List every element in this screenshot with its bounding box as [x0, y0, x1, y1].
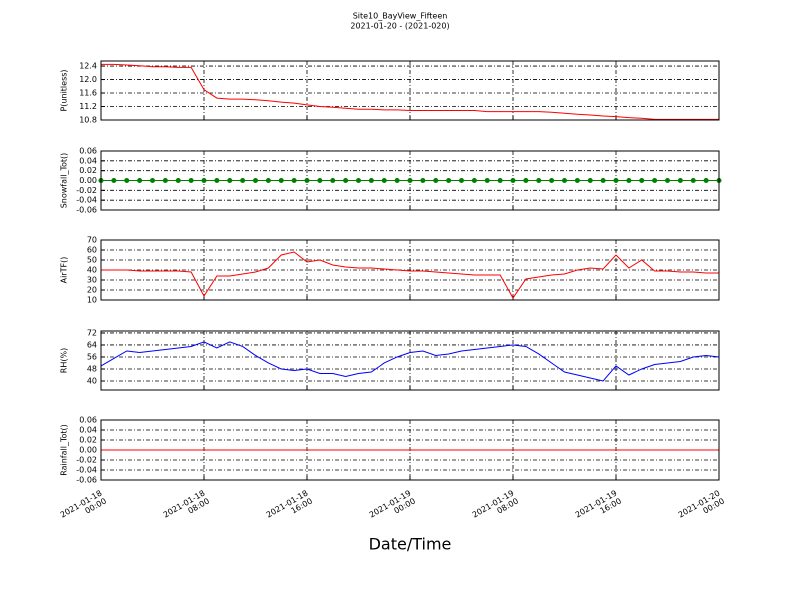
y-axis-label: Snowfall_Tot(): [60, 153, 69, 209]
y-tick-label: 0.02: [79, 166, 97, 175]
y-tick-label: 0.04: [79, 426, 97, 435]
axes-frame: [100, 150, 720, 211]
data-point: [368, 178, 374, 183]
data-point: [124, 178, 130, 183]
data-point: [162, 178, 168, 183]
data-point: [420, 178, 426, 183]
data-point: [188, 178, 194, 183]
y-tick-label: 48: [87, 364, 97, 373]
data-point: [665, 178, 670, 183]
y-tick-label: 10: [87, 296, 97, 305]
data-line: [101, 63, 719, 120]
y-tick-label: 0.04: [79, 156, 97, 165]
y-tick-label: 11.2: [79, 102, 97, 111]
data-point: [574, 178, 580, 183]
data-point: [562, 178, 567, 183]
y-tick-label: 40: [87, 266, 97, 275]
data-line: [101, 251, 719, 299]
data-point: [227, 178, 233, 183]
y-tick-label: 20: [87, 286, 97, 295]
data-point: [304, 178, 310, 183]
data-point: [652, 178, 658, 183]
y-tick-label: -0.02: [76, 456, 97, 465]
data-point: [639, 178, 645, 183]
data-point: [394, 178, 400, 183]
y-tick-label: -0.06: [76, 206, 97, 215]
data-point: [150, 178, 155, 183]
data-point: [330, 178, 336, 183]
data-point: [381, 178, 387, 183]
y-tick-label: 10.8: [79, 116, 97, 125]
y-tick-label: 0.02: [79, 436, 97, 445]
y-tick-label: 70: [87, 236, 97, 245]
data-point: [265, 178, 271, 183]
y-axis-label: RH(%): [60, 348, 69, 373]
chart-subtitle: 2021-01-20 - (2021-020): [350, 22, 449, 31]
data-point: [253, 178, 258, 183]
y-tick-label: 50: [87, 256, 97, 265]
x-axis-label: Date/Time: [369, 535, 452, 554]
data-point: [356, 178, 361, 183]
y-tick-label: 40: [87, 376, 97, 385]
data-point: [677, 178, 683, 183]
data-point: [214, 178, 220, 183]
data-point: [523, 178, 529, 183]
data-point: [600, 178, 606, 183]
data-point: [175, 178, 181, 183]
y-tick-label: 11.6: [79, 89, 97, 98]
y-tick-label: 56: [87, 352, 97, 361]
data-point: [613, 178, 619, 183]
data-point: [446, 178, 452, 183]
data-point: [201, 178, 207, 183]
data-point: [317, 178, 323, 183]
y-tick-label: 64: [87, 340, 97, 349]
data-point: [291, 178, 297, 183]
axes-frame: [100, 239, 720, 301]
data-point: [343, 178, 349, 183]
axes-frame: [100, 330, 720, 391]
data-point: [111, 178, 117, 183]
y-tick-label: 0.00: [79, 446, 97, 455]
data-point: [484, 178, 490, 183]
data-point: [407, 178, 413, 183]
data-point: [497, 178, 503, 183]
data-point: [459, 178, 464, 183]
y-tick-label: 0.06: [79, 416, 97, 425]
chart-title: Site10_BayView_Fifteen: [353, 12, 448, 21]
y-tick-label: 0.06: [79, 147, 97, 156]
axes-frame: [100, 419, 720, 481]
data-point: [626, 178, 632, 183]
data-point: [137, 178, 143, 183]
data-point: [536, 178, 542, 183]
data-point: [433, 178, 439, 183]
y-axis-label: Rainfall_Tot(): [60, 424, 69, 476]
y-tick-label: 72: [87, 328, 97, 337]
data-point: [587, 178, 593, 183]
y-tick-label: 12.4: [79, 62, 97, 71]
data-point: [703, 178, 709, 183]
data-point: [549, 178, 555, 183]
y-tick-label: -0.04: [76, 466, 97, 475]
data-point: [510, 178, 516, 183]
axes-frame: [100, 60, 720, 121]
y-tick-label: -0.02: [76, 186, 97, 195]
data-point: [471, 178, 477, 183]
data-line: [100, 341, 720, 382]
y-axis-label: P(unitless): [60, 69, 69, 111]
y-axis-label: AirTF(): [60, 257, 69, 284]
y-tick-label: 12.0: [79, 75, 97, 84]
y-tick-label: -0.04: [76, 196, 97, 205]
y-tick-label: 0.00: [79, 176, 97, 185]
y-tick-label: -0.06: [76, 476, 97, 485]
data-point: [690, 178, 696, 183]
data-point: [278, 178, 284, 183]
data-point: [240, 178, 246, 183]
y-tick-label: 60: [87, 246, 97, 255]
y-tick-label: 30: [87, 276, 97, 285]
